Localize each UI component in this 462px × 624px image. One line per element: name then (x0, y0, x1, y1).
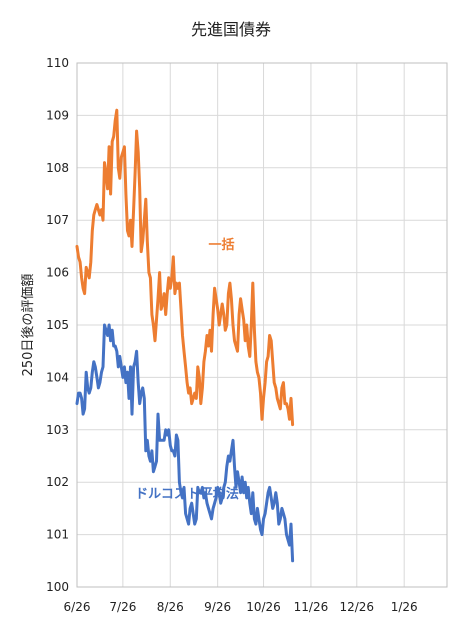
series-layer (75, 108, 295, 563)
gridlines (76, 62, 447, 588)
series-line-dollar-cost-averaging (75, 323, 295, 563)
x-tick-label: 8/26 (157, 600, 184, 614)
x-tick-label: 1/26 (391, 600, 418, 614)
series-labels: 一括 ドルコスト平均法 (135, 237, 239, 502)
x-tick-label: 10/26 (246, 600, 281, 614)
x-tick-label: 11/26 (294, 600, 329, 614)
x-tick-label: 7/26 (109, 600, 136, 614)
y-axis-ticks: 100 101 102 103 104 105 106 107 108 109 110 (46, 56, 69, 594)
series-label-dollar-cost-averaging: ドルコスト平均法 (135, 486, 239, 502)
y-tick-label: 107 (46, 213, 69, 227)
y-tick-label: 109 (46, 108, 69, 122)
y-tick-label: 103 (46, 423, 69, 437)
y-axis-label: 250日後の評価額 (21, 274, 36, 377)
plot-area (76, 62, 448, 588)
y-tick-label: 108 (46, 161, 69, 175)
y-tick-label: 100 (46, 580, 69, 594)
x-tick-label: 12/26 (339, 600, 374, 614)
x-tick-label: 6/26 (64, 600, 91, 614)
y-tick-label: 102 (46, 475, 69, 489)
y-tick-label: 101 (46, 528, 69, 542)
y-tick-label: 104 (46, 370, 69, 384)
x-tick-label: 9/26 (204, 600, 231, 614)
series-line-lump-sum (75, 108, 295, 427)
chart-title: 先進国債券 (191, 20, 271, 39)
y-tick-label: 105 (46, 318, 69, 332)
y-tick-label: 110 (46, 56, 69, 70)
series-label-lump-sum: 一括 (208, 237, 234, 253)
y-tick-label: 106 (46, 266, 69, 280)
x-axis-ticks: 6/26 7/26 8/26 9/26 10/26 11/26 12/26 1/26 (64, 600, 418, 614)
